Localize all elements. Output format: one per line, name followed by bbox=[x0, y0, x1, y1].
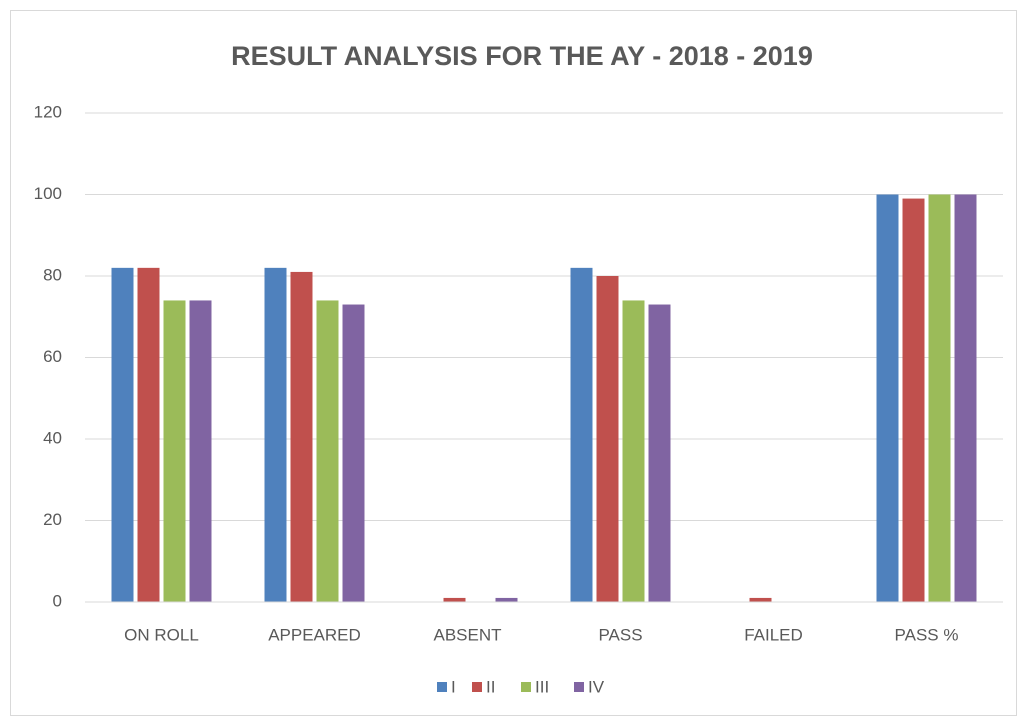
bar bbox=[954, 194, 977, 602]
legend-label: II bbox=[486, 677, 495, 696]
legend-swatch bbox=[521, 682, 531, 692]
y-tick-label: 20 bbox=[43, 510, 62, 529]
bar bbox=[622, 300, 645, 602]
legend-swatch bbox=[437, 682, 447, 692]
x-tick-label: ON ROLL bbox=[124, 625, 199, 644]
legend-label: I bbox=[451, 677, 456, 696]
bar bbox=[264, 267, 287, 602]
bar bbox=[342, 304, 365, 602]
bar bbox=[163, 300, 186, 602]
legend-label: IV bbox=[588, 677, 605, 696]
bar bbox=[596, 276, 619, 602]
bar bbox=[316, 300, 339, 602]
chart-title: RESULT ANALYSIS FOR THE AY - 2018 - 2019 bbox=[231, 41, 813, 71]
y-tick-label: 120 bbox=[34, 102, 62, 121]
bar bbox=[495, 597, 518, 602]
bar bbox=[928, 194, 951, 602]
y-tick-label: 80 bbox=[43, 265, 62, 284]
x-tick-label: FAILED bbox=[744, 625, 803, 644]
bar bbox=[189, 300, 212, 602]
legend-label: III bbox=[535, 677, 549, 696]
y-tick-label: 0 bbox=[53, 591, 62, 610]
y-tick-label: 40 bbox=[43, 428, 62, 447]
bar bbox=[648, 304, 671, 602]
bar bbox=[902, 198, 925, 602]
bar bbox=[570, 267, 593, 602]
x-tick-label: PASS % bbox=[895, 625, 959, 644]
x-tick-label: APPEARED bbox=[268, 625, 361, 644]
legend-swatch bbox=[472, 682, 482, 692]
y-tick-label: 100 bbox=[34, 184, 62, 203]
x-tick-label: PASS bbox=[598, 625, 642, 644]
bar bbox=[137, 267, 160, 602]
x-tick-label: ABSENT bbox=[433, 625, 501, 644]
bar bbox=[876, 194, 899, 602]
bar bbox=[443, 597, 466, 602]
bar bbox=[749, 597, 772, 602]
legend-swatch bbox=[574, 682, 584, 692]
bar bbox=[290, 271, 313, 602]
bar bbox=[111, 267, 134, 602]
chart-border bbox=[10, 10, 1017, 716]
y-tick-label: 60 bbox=[43, 347, 62, 366]
